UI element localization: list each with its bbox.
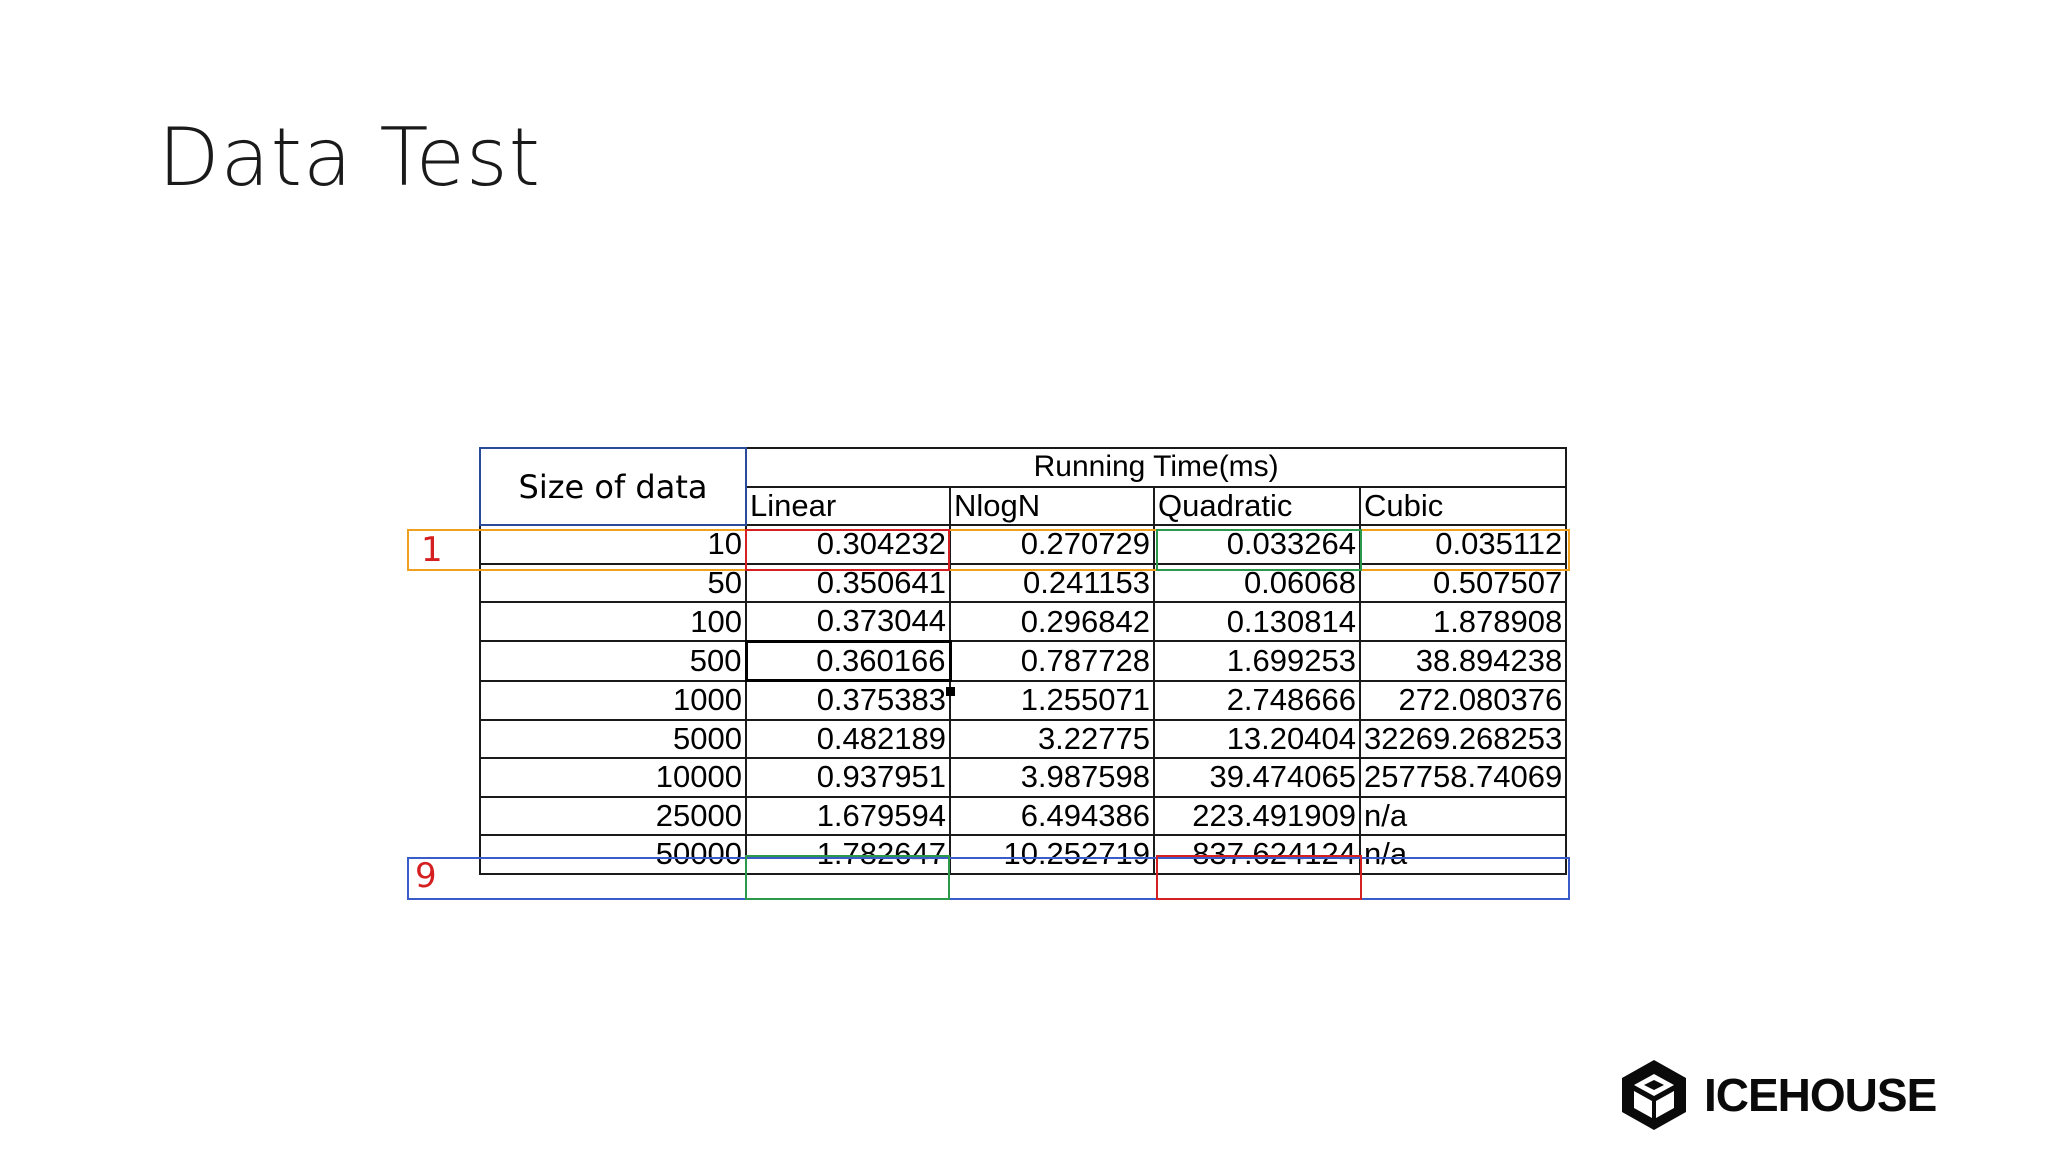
- nlogn-cell[interactable]: 0.270729: [949, 524, 1155, 565]
- column-header-linear: Linear: [745, 485, 951, 526]
- linear-cell[interactable]: 0.350641: [745, 562, 951, 603]
- column-header-cubic: Cubic: [1358, 485, 1568, 526]
- table-row: 50 0.350641 0.241153 0.06068 0.507507: [479, 562, 1568, 603]
- size-cell[interactable]: 100: [479, 601, 747, 642]
- linear-cell[interactable]: 1.782647: [745, 834, 951, 875]
- icehouse-logo: ICEHOUSE: [1618, 1058, 1937, 1132]
- table-row: 100 0.373044 0.296842 0.130814 1.878908: [479, 601, 1568, 642]
- table-row: 10 0.304232 0.270729 0.033264 0.035112: [479, 524, 1568, 565]
- size-cell[interactable]: 500: [479, 640, 747, 682]
- row-marker-9: 9: [415, 856, 437, 896]
- cubic-cell[interactable]: 0.035112: [1358, 524, 1568, 565]
- size-cell[interactable]: 50: [479, 562, 747, 603]
- quadratic-cell[interactable]: 2.748666: [1153, 679, 1361, 721]
- linear-cell[interactable]: 0.304232: [745, 524, 951, 565]
- table-row: 25000 1.679594 6.494386 223.491909 n/a: [479, 795, 1568, 836]
- quadratic-cell[interactable]: 1.699253: [1153, 640, 1361, 682]
- quadratic-cell[interactable]: 39.474065: [1153, 757, 1361, 798]
- table-row: 500 0.360166 0.787728 1.699253 38.894238: [479, 639, 1568, 682]
- selected-linear-cell[interactable]: 0.360166: [744, 639, 952, 682]
- table-row: 5000 0.482189 3.22775 13.20404 32269.268…: [479, 718, 1568, 759]
- size-cell[interactable]: 10000: [479, 757, 747, 798]
- linear-cell[interactable]: 0.373044: [745, 601, 951, 642]
- column-header-quadratic: Quadratic: [1153, 485, 1361, 526]
- linear-cell[interactable]: 0.937951: [745, 757, 951, 798]
- quadratic-cell[interactable]: 223.491909: [1153, 795, 1361, 836]
- quadratic-cell[interactable]: 0.06068: [1153, 562, 1361, 603]
- linear-cell[interactable]: 0.375383: [745, 679, 951, 721]
- table-row: 1000 0.375383 1.255071 2.748666 272.0803…: [479, 679, 1568, 721]
- cubic-cell[interactable]: 257758.74069: [1358, 757, 1568, 798]
- row-marker-1: 1: [421, 530, 443, 570]
- size-of-data-header: Size of data: [479, 447, 747, 526]
- logo-text: ICEHOUSE: [1704, 1069, 1937, 1121]
- nlogn-cell[interactable]: 6.494386: [949, 795, 1155, 836]
- nlogn-cell[interactable]: 0.296842: [949, 601, 1155, 642]
- nlogn-cell[interactable]: 3.987598: [949, 757, 1155, 798]
- linear-cell[interactable]: 1.679594: [745, 795, 951, 836]
- cubic-cell[interactable]: n/a: [1358, 795, 1568, 836]
- size-cell[interactable]: 25000: [479, 795, 747, 836]
- nlogn-cell[interactable]: 0.787728: [949, 640, 1155, 682]
- cubic-cell[interactable]: 32269.268253: [1358, 718, 1568, 759]
- cubic-cell[interactable]: 272.080376: [1358, 679, 1568, 721]
- nlogn-cell[interactable]: 1.255071: [949, 679, 1155, 721]
- cubic-cell[interactable]: 38.894238: [1358, 640, 1568, 682]
- quadratic-cell[interactable]: 0.033264: [1153, 524, 1361, 565]
- running-time-header: Running Time(ms): [744, 447, 1568, 488]
- table-row: 10000 0.937951 3.987598 39.474065 257758…: [479, 757, 1568, 798]
- size-cell[interactable]: 50000: [479, 834, 747, 875]
- size-cell[interactable]: 5000: [479, 718, 747, 759]
- quadratic-cell[interactable]: 13.20404: [1153, 718, 1361, 759]
- quadratic-cell[interactable]: 0.130814: [1153, 601, 1361, 642]
- slide-title: Data Test: [158, 111, 541, 204]
- size-cell[interactable]: 1000: [479, 679, 747, 721]
- size-cell[interactable]: 10: [479, 524, 747, 565]
- header-row-group: Size of data Running Time(ms): [479, 447, 1568, 526]
- header-row-columns: Linear NlogN Quadratic Cubic: [480, 485, 1568, 526]
- nlogn-cell[interactable]: 3.22775: [949, 718, 1155, 759]
- linear-cell[interactable]: 0.482189: [745, 718, 951, 759]
- fill-handle[interactable]: [946, 687, 955, 696]
- table-row: 50000 1.782647 10.252719 837.624124 n/a: [479, 834, 1568, 875]
- cubic-cell[interactable]: 0.507507: [1358, 562, 1568, 603]
- nlogn-cell[interactable]: 0.241153: [949, 562, 1155, 603]
- running-time-table: Size of data Running Time(ms) Linear Nlo…: [479, 447, 1568, 875]
- cube-logo-icon: [1622, 1060, 1686, 1130]
- cubic-cell[interactable]: 1.878908: [1358, 601, 1568, 642]
- nlogn-cell[interactable]: 10.252719: [949, 834, 1155, 875]
- quadratic-cell[interactable]: 837.624124: [1153, 834, 1361, 875]
- cubic-cell[interactable]: n/a: [1358, 834, 1568, 875]
- column-header-nlogn: NlogN: [949, 485, 1155, 526]
